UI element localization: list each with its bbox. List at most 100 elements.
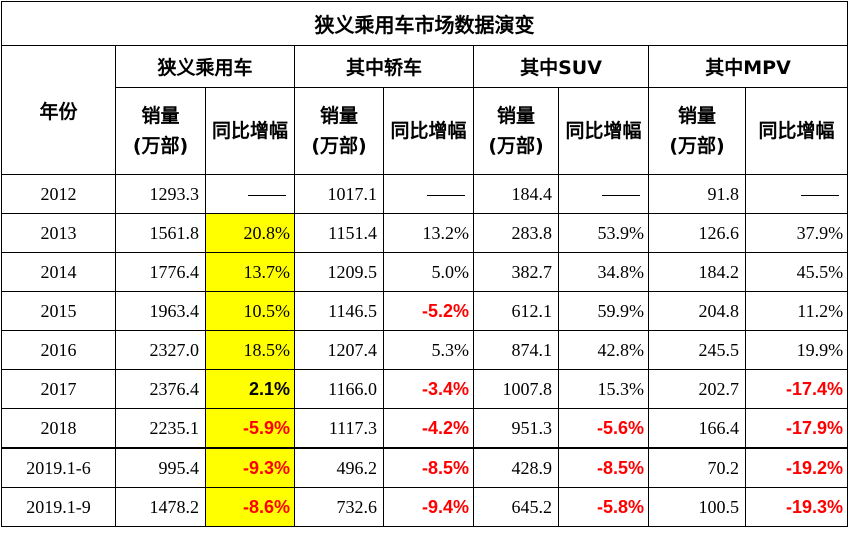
sales-header-sedan: 销量 (万部): [294, 87, 384, 175]
yoy-value: -8.6%: [242, 496, 290, 517]
yoy-cell-suv: 34.8%: [558, 252, 649, 292]
sales-header-mpv: 销量 (万部): [648, 87, 746, 175]
table-body: 2012 1293.3 1017.1 184.4 91.8 2013 1561.8 20.8%…: [1, 174, 848, 527]
yoy-value: -17.9%: [786, 417, 844, 438]
yoy-value: 18.5%: [243, 339, 291, 360]
yoy-cell-mpv: 37.9%: [744, 213, 848, 253]
year-header: 年份: [1, 45, 116, 175]
year-cell: 2019.1-6: [1, 447, 116, 488]
sales-cell-mpv: 91.8: [648, 174, 746, 214]
sales-header-line1: 销量: [496, 105, 535, 127]
table-row: 2016 2327.0 18.5% 1207.4 5.3% 874.1 42.8% 245.5…: [1, 330, 848, 370]
yoy-value: -8.5%: [421, 457, 469, 478]
yoy-cell-total: [205, 174, 295, 214]
table-row: 2018 2235.1 -5.9% 1117.3 -4.2% 951.3 -5.6% 166.…: [1, 408, 848, 449]
sales-cell-mpv: 166.4: [648, 408, 746, 449]
group-header-mpv: 其中MPV: [647, 45, 848, 88]
yoy-value: 13.2%: [422, 222, 470, 243]
sales-cell-mpv: 126.6: [648, 213, 746, 253]
yoy-value: -5.8%: [596, 496, 644, 517]
table-row: 2012 1293.3 1017.1 184.4 91.8: [1, 174, 848, 214]
yoy-cell-total: -8.6%: [205, 487, 295, 527]
market-data-table: 狭义乘用车市场数据演变 年份 狭义乘用车 其中轿车 其中SUV 其中MPV 销量…: [0, 1, 848, 527]
yoy-cell-mpv: 19.9%: [744, 330, 848, 370]
yoy-value: 5.3%: [431, 339, 470, 360]
yoy-cell-suv: 15.3%: [558, 369, 649, 409]
sales-cell-mpv: 100.5: [648, 487, 746, 527]
yoy-value: 45.5%: [796, 261, 844, 282]
yoy-value: 10.5%: [243, 300, 291, 321]
dash-placeholder: [427, 194, 465, 196]
yoy-cell-mpv: -19.3%: [744, 487, 848, 527]
sales-cell-suv: 184.4: [473, 174, 559, 214]
group-header-sedan: 其中轿车: [294, 45, 474, 88]
yoy-cell-mpv: 45.5%: [744, 252, 848, 292]
year-cell: 2015: [1, 291, 116, 331]
sales-cell-suv: 874.1: [473, 330, 559, 370]
sales-header-line2: (万部): [132, 135, 189, 157]
sales-cell-total: 1293.3: [115, 174, 206, 214]
sales-cell-total: 2235.1: [115, 408, 206, 449]
table-row: 2017 2376.4 2.1% 1166.0 -3.4% 1007.8 15.3% 202.…: [1, 369, 848, 409]
dash-placeholder: [602, 194, 640, 196]
dash-placeholder: [248, 194, 286, 196]
yoy-cell-total: 13.7%: [205, 252, 295, 292]
sales-cell-total: 1478.2: [115, 487, 206, 527]
year-cell: 2017: [1, 369, 116, 409]
sales-cell-total: 2376.4: [115, 369, 206, 409]
yoy-value: -5.9%: [242, 417, 290, 438]
subheader-row: 销量 (万部) 同比增幅 销量 (万部) 同比增幅 销量 (万部) 同比增幅 销量 (万部) 同比增幅: [2, 87, 848, 175]
yoy-cell-suv: [558, 174, 649, 214]
yoy-value: 53.9%: [597, 222, 645, 243]
yoy-header-sedan: 同比增幅: [383, 87, 474, 175]
sales-header-line1: 销量: [677, 105, 716, 127]
yoy-value: 2.1%: [248, 378, 290, 399]
sales-cell-suv: 1007.8: [473, 369, 559, 409]
yoy-cell-sedan: -3.4%: [383, 369, 474, 409]
yoy-cell-mpv: [744, 174, 848, 214]
sales-cell-sedan: 1117.3: [294, 408, 384, 449]
yoy-cell-mpv: -19.2%: [744, 447, 848, 488]
sales-cell-mpv: 202.7: [648, 369, 746, 409]
yoy-value: -19.2%: [786, 457, 844, 478]
yoy-cell-suv: -5.6%: [558, 408, 649, 449]
yoy-header-suv: 同比增幅: [558, 87, 649, 175]
yoy-cell-mpv: -17.9%: [744, 408, 848, 449]
yoy-value: 5.0%: [431, 261, 470, 282]
yoy-value: 13.7%: [243, 261, 291, 282]
table-row: 2019.1-9 1478.2 -8.6% 732.6 -9.4% 645.2 -5.8% 1…: [1, 487, 848, 527]
yoy-cell-sedan: -5.2%: [383, 291, 474, 331]
sales-cell-suv: 612.1: [473, 291, 559, 331]
yoy-cell-suv: 53.9%: [558, 213, 649, 253]
table-row: 2013 1561.8 20.8% 1151.4 13.2% 283.8 53.9% 126.…: [1, 213, 848, 253]
yoy-value: 37.9%: [796, 222, 844, 243]
sales-cell-mpv: 184.2: [648, 252, 746, 292]
yoy-value: -19.3%: [786, 496, 844, 517]
yoy-cell-sedan: [383, 174, 474, 214]
sales-cell-total: 1561.8: [115, 213, 206, 253]
yoy-value: -5.2%: [421, 300, 469, 321]
sales-cell-mpv: 204.8: [648, 291, 746, 331]
sales-cell-suv: 382.7: [473, 252, 559, 292]
sales-header-line2: (万部): [488, 135, 544, 157]
sales-cell-sedan: 1151.4: [294, 213, 384, 253]
year-cell: 2019.1-9: [1, 487, 116, 527]
sales-cell-suv: 951.3: [473, 408, 559, 449]
sales-cell-sedan: 1166.0: [294, 369, 384, 409]
sales-header-suv: 销量 (万部): [473, 87, 559, 175]
sales-cell-sedan: 496.2: [294, 447, 384, 488]
sales-header-line2: (万部): [669, 135, 725, 157]
yoy-header-mpv: 同比增幅: [744, 87, 848, 175]
yoy-cell-total: -5.9%: [205, 408, 295, 449]
yoy-value: -9.4%: [421, 496, 469, 517]
sales-cell-suv: 428.9: [473, 447, 559, 488]
yoy-cell-total: 10.5%: [205, 291, 295, 331]
sales-cell-total: 2327.0: [115, 330, 206, 370]
yoy-value: -4.2%: [421, 417, 469, 438]
sales-header-line1: 销量: [319, 105, 358, 127]
table-row: 2014 1776.4 13.7% 1209.5 5.0% 382.7 34.8% 184.2…: [1, 252, 848, 292]
yoy-cell-suv: 42.8%: [558, 330, 649, 370]
dash-placeholder: [801, 194, 840, 196]
sales-cell-suv: 283.8: [473, 213, 559, 253]
